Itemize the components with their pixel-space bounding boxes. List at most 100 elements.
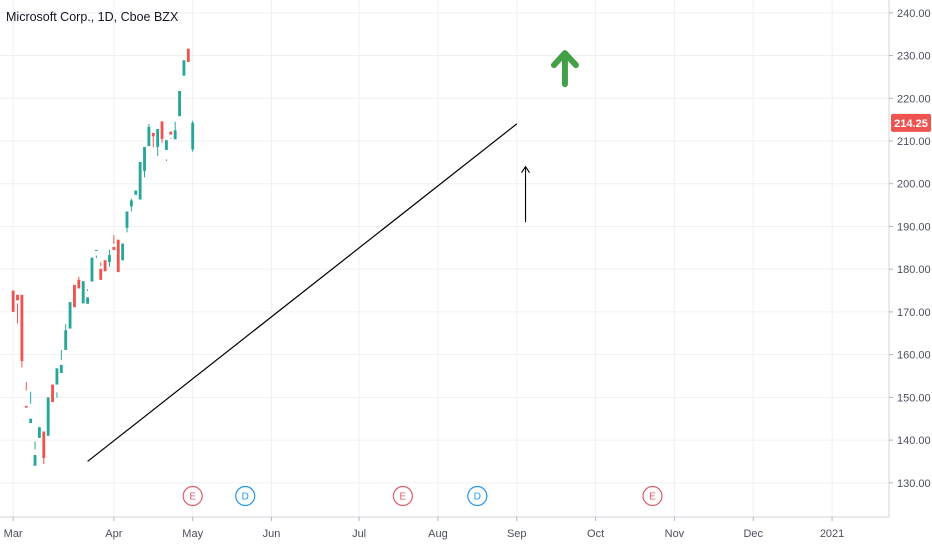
candle-body: [164, 140, 168, 150]
candle: [125, 211, 129, 233]
y-tick-label: 220.00: [897, 93, 931, 105]
candle-body: [46, 397, 50, 436]
candle-body: [116, 239, 120, 273]
y-tick-label: 130.00: [897, 478, 931, 490]
candle: [134, 190, 138, 195]
candle-body: [129, 200, 133, 207]
last-price-tag: 214.25: [891, 113, 931, 132]
candle: [151, 132, 155, 148]
candle-body: [169, 131, 173, 135]
x-tick-label: Nov: [665, 528, 685, 540]
candle: [42, 431, 46, 465]
candle: [129, 198, 133, 212]
candle: [178, 91, 181, 117]
dividend-marker[interactable]: D: [467, 485, 488, 507]
x-tick-label: Aug: [428, 528, 448, 540]
earnings-marker[interactable]: E: [182, 485, 203, 507]
y-tick-label: 150.00: [897, 392, 931, 404]
candle: [121, 243, 125, 261]
svg-text:E: E: [189, 492, 196, 503]
candle-body: [121, 243, 125, 261]
earnings-marker[interactable]: E: [642, 485, 663, 507]
x-tick-label: 2021: [820, 528, 844, 540]
candle: [11, 290, 15, 312]
candle: [90, 257, 94, 282]
chart-grid: [0, 0, 889, 517]
candle: [24, 381, 28, 408]
candle: [108, 249, 111, 267]
candle-body: [151, 132, 155, 137]
x-tick-label: Oct: [587, 528, 604, 540]
candles: [11, 48, 195, 466]
candle-body: [143, 146, 146, 171]
candle: [86, 289, 90, 304]
candle: [29, 391, 33, 423]
candle-body: [138, 161, 142, 200]
chart-title: Microsoft Corp., 1D, Cboe BZX: [6, 10, 179, 24]
candle-body: [29, 418, 33, 423]
candle: [94, 249, 98, 259]
candle-body: [186, 48, 190, 62]
candle: [59, 349, 63, 374]
candle: [55, 368, 59, 398]
candle: [143, 146, 146, 178]
candle: [169, 131, 173, 139]
candle: [116, 239, 120, 273]
candle-body: [16, 294, 19, 301]
candle-body: [64, 330, 68, 350]
pointer-arrow[interactable]: [521, 165, 530, 223]
svg-text:D: D: [474, 492, 481, 503]
x-tick-label: Mar: [4, 528, 23, 540]
candle-body: [112, 246, 116, 250]
candle-body: [125, 211, 129, 228]
last-price-label: 214.25: [894, 118, 928, 130]
candle-body: [20, 294, 24, 362]
green-up-arrow-icon[interactable]: [550, 50, 579, 88]
time-axis[interactable]: Mar Apr May Jun Jul Aug Sep Oct Nov Dec 2021: [4, 517, 845, 540]
candle-body: [134, 190, 138, 195]
candle: [16, 294, 19, 324]
candle: [147, 123, 151, 147]
candle: [186, 48, 190, 62]
candle-body: [37, 427, 41, 438]
x-tick-label: Apr: [105, 528, 122, 540]
candle: [46, 397, 50, 436]
candle-body: [81, 281, 85, 304]
candle: [156, 129, 160, 156]
x-tick-label: Jul: [352, 528, 366, 540]
candle-body: [99, 268, 103, 280]
candle-body: [103, 260, 107, 272]
x-tick-label: May: [182, 528, 203, 540]
candle-body: [11, 290, 15, 312]
candle: [182, 60, 186, 76]
price-axis[interactable]: 130.00 140.00 150.00 160.00 170.00 180.00 190.…: [889, 8, 931, 490]
candle: [99, 262, 103, 280]
candle-body: [94, 249, 98, 251]
candle: [103, 260, 107, 272]
candle: [64, 324, 68, 350]
candle-body: [42, 431, 46, 459]
candle: [73, 284, 76, 308]
candle-body: [77, 279, 81, 289]
svg-text:E: E: [649, 492, 656, 503]
candle-body: [182, 60, 186, 76]
y-tick-label: 210.00: [897, 136, 931, 148]
candle-body: [68, 302, 72, 329]
candle-body: [33, 455, 37, 466]
candle-body: [86, 297, 90, 304]
earnings-marker[interactable]: E: [392, 485, 413, 507]
candle: [173, 121, 177, 140]
y-tick-label: 200.00: [897, 179, 931, 191]
candle-body: [160, 121, 164, 139]
dividend-marker[interactable]: D: [235, 485, 256, 507]
candle-body: [147, 126, 151, 147]
candle-body: [173, 130, 177, 140]
candle-body: [55, 368, 59, 385]
candle: [164, 140, 168, 162]
svg-text:E: E: [400, 492, 407, 503]
y-tick-label: 180.00: [897, 264, 931, 276]
trendline[interactable]: [87, 123, 518, 462]
candle: [51, 384, 54, 403]
